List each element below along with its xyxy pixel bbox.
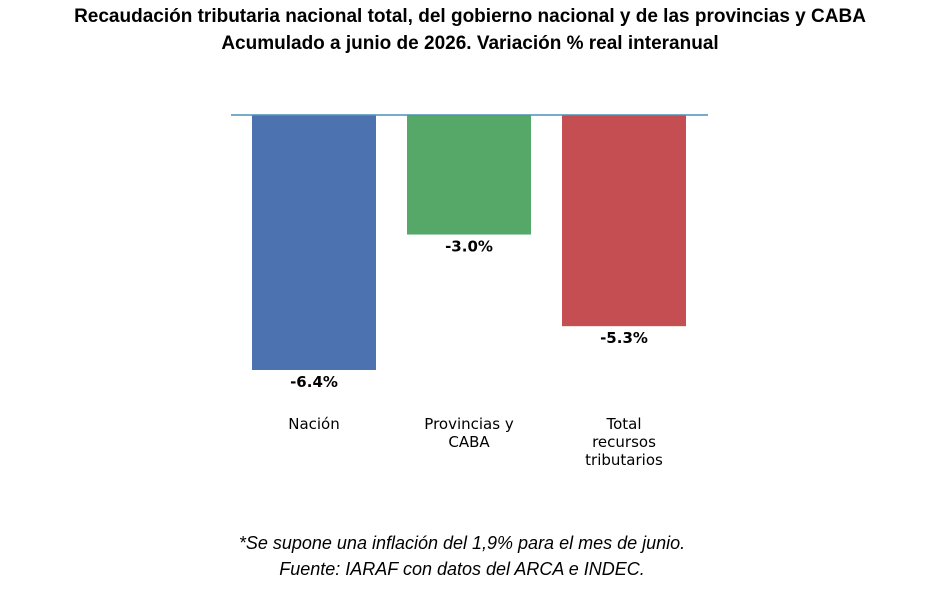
category-label-2: Total recursos tributarios bbox=[585, 415, 663, 469]
chart-title: Recaudación tributaria nacional total, d… bbox=[74, 6, 866, 27]
bar-0 bbox=[252, 115, 376, 370]
data-label-2: -5.3% bbox=[600, 329, 648, 347]
inflation-footnote: *Se supone una inflación del 1,9% para e… bbox=[238, 533, 686, 553]
bar-2 bbox=[562, 115, 686, 327]
bar-1 bbox=[407, 115, 531, 235]
data-label-0: -6.4% bbox=[290, 373, 338, 391]
category-label-0: Nación bbox=[288, 415, 340, 433]
category-label-1: Provincias y CABA bbox=[424, 415, 514, 451]
source-footnote: Fuente: IARAF con datos del ARCA e INDEC… bbox=[279, 559, 645, 579]
data-label-1: -3.0% bbox=[445, 238, 493, 256]
chart-subtitle: Acumulado a junio de 2026. Variación % r… bbox=[221, 33, 719, 54]
